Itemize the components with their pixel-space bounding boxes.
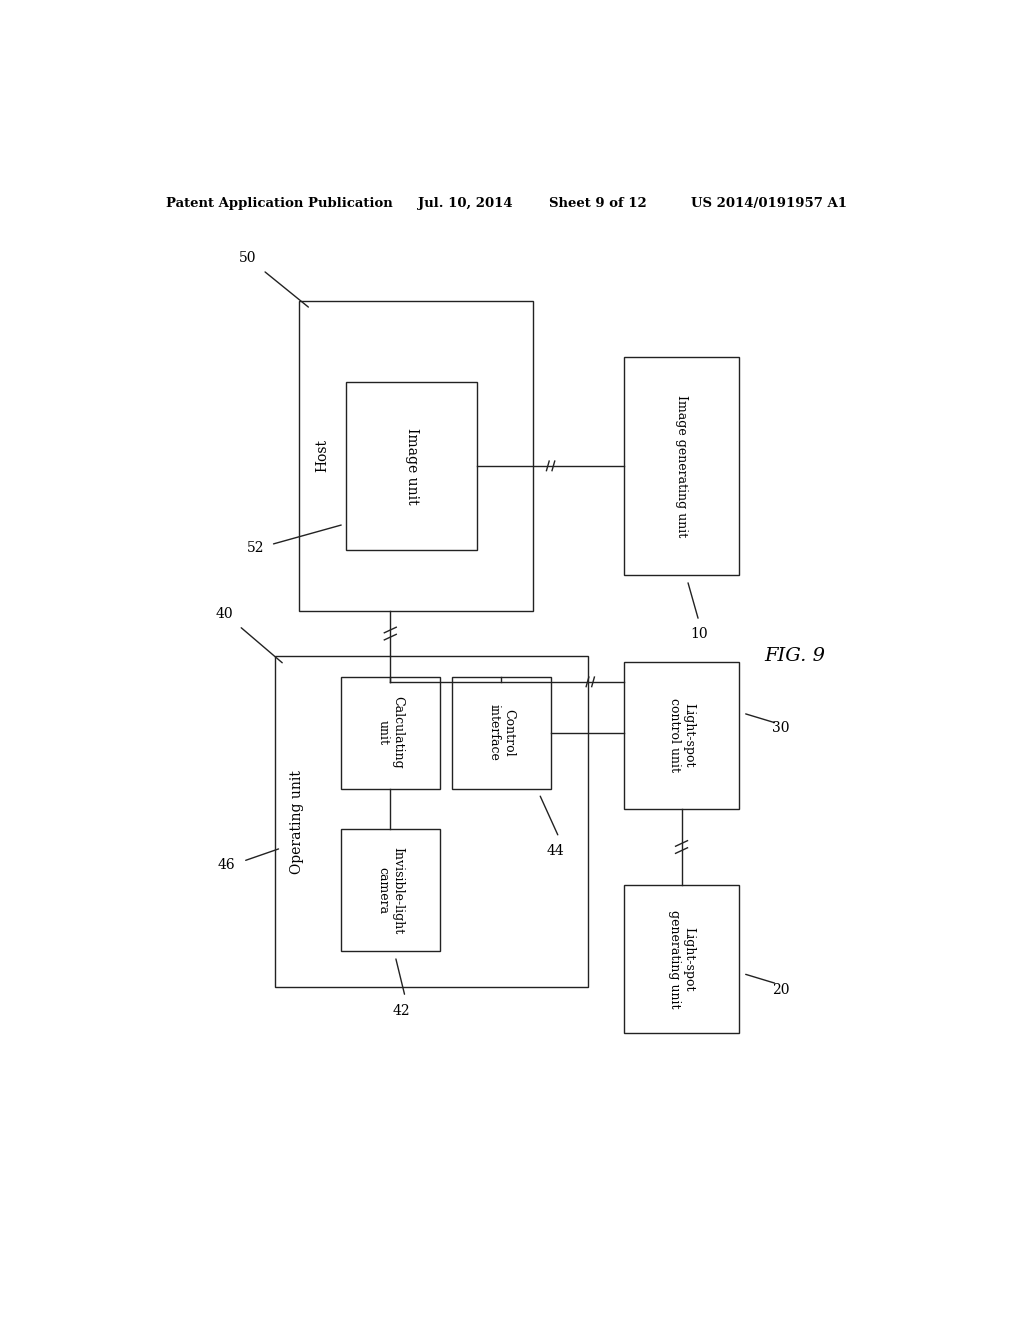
Text: Control
interface: Control interface — [487, 705, 515, 762]
Bar — [341, 829, 440, 952]
Text: Invisible-light
camera: Invisible-light camera — [376, 846, 404, 933]
Text: Calculating
unit: Calculating unit — [376, 696, 404, 770]
Text: FIG. 9: FIG. 9 — [764, 647, 825, 665]
Text: Light-spot
control unit: Light-spot control unit — [668, 698, 695, 772]
Bar — [624, 356, 739, 576]
Text: Jul. 10, 2014: Jul. 10, 2014 — [418, 197, 512, 210]
Text: Patent Application Publication: Patent Application Publication — [166, 197, 393, 210]
Text: 40: 40 — [215, 607, 232, 620]
Text: Sheet 9 of 12: Sheet 9 of 12 — [549, 197, 646, 210]
Text: Operating unit: Operating unit — [290, 770, 304, 874]
Text: Host: Host — [315, 440, 330, 473]
Bar — [624, 661, 739, 809]
Text: 46: 46 — [218, 858, 236, 873]
Bar — [452, 677, 551, 788]
Text: 42: 42 — [392, 1005, 410, 1018]
Text: Light-spot
generating unit: Light-spot generating unit — [668, 909, 695, 1008]
Text: 50: 50 — [240, 251, 257, 265]
Bar — [341, 677, 440, 788]
Text: Image generating unit: Image generating unit — [675, 395, 688, 537]
Bar — [624, 886, 739, 1032]
Bar — [299, 301, 532, 611]
Text: 10: 10 — [691, 627, 709, 642]
Text: US 2014/0191957 A1: US 2014/0191957 A1 — [691, 197, 848, 210]
Text: 20: 20 — [772, 983, 790, 997]
Bar — [274, 656, 589, 987]
Bar — [346, 381, 477, 549]
Text: 30: 30 — [772, 721, 790, 735]
Text: 44: 44 — [547, 843, 565, 858]
Text: Image unit: Image unit — [404, 428, 419, 504]
Text: 52: 52 — [247, 541, 264, 554]
